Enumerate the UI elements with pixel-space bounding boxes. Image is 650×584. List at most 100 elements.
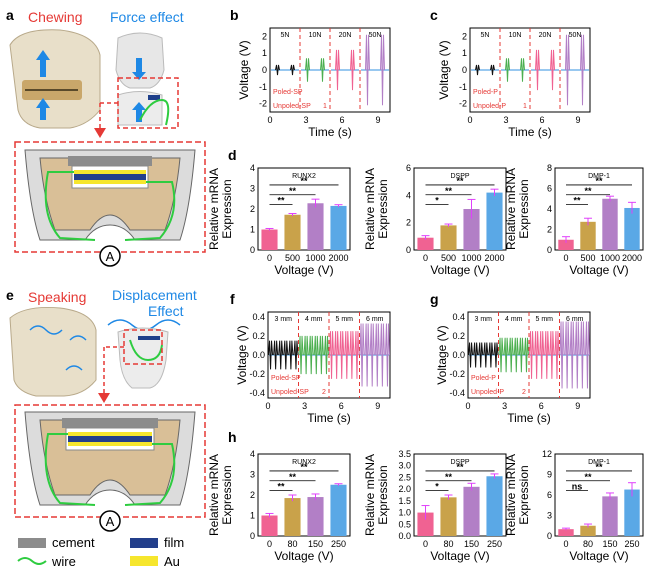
x-tick-label: 250	[487, 539, 502, 549]
y-tick-label: -0.2	[249, 369, 265, 379]
panel-label-e: e	[6, 287, 14, 303]
segment-label: 20N	[339, 32, 352, 39]
panel-label-d: d	[228, 147, 237, 163]
panel-label-f: f	[230, 291, 235, 307]
x-tick-label: 3	[303, 115, 308, 125]
y-axis-title: Voltage (V)	[435, 325, 449, 384]
legend-film: film	[164, 535, 184, 550]
displacement-label: Displacement	[112, 287, 197, 303]
sig-label: **	[277, 196, 285, 206]
panel-label-c: c	[430, 7, 438, 23]
segment-label: 10N	[309, 32, 322, 39]
bar-h2-3	[486, 476, 503, 536]
sig-label: **	[595, 462, 603, 472]
x-tick-label: 0	[267, 253, 272, 263]
bar-h2-1	[440, 497, 457, 536]
y-tick-label: 6	[547, 490, 552, 500]
y-tick-label: 1	[462, 48, 467, 58]
legend-poled: Poled-SP	[271, 375, 301, 382]
ammeter-label-e: A	[106, 514, 115, 529]
force-effect-label: Force effect	[110, 9, 184, 25]
y-tick-label: 4	[547, 204, 552, 214]
sig-label: **	[289, 472, 297, 482]
y-tick-label: 2	[462, 31, 467, 41]
segment-label: 6 mm	[366, 316, 384, 323]
x-tick-label: 0	[563, 253, 568, 263]
ammeter-icon-a	[99, 245, 121, 267]
x-tick-label: 0	[267, 539, 272, 549]
y-axis-title: Relative mRNA	[363, 454, 377, 536]
segment-label: 5N	[481, 32, 490, 39]
y-tick-label: 0	[406, 245, 411, 255]
x-tick-label: 80	[287, 539, 297, 549]
bar-d2-3	[486, 192, 503, 250]
y-tick-label: 0.0	[252, 350, 265, 360]
segment-label: 3 mm	[475, 316, 493, 323]
cement-swatch	[18, 538, 46, 548]
x-tick-label: 3	[502, 401, 507, 411]
y-tick-label: -1	[459, 82, 467, 92]
sig-label: **	[456, 176, 464, 186]
y-axis-title: Voltage (V)	[437, 40, 451, 99]
poled-trace-3	[565, 34, 585, 106]
bar-d2-0	[417, 237, 434, 250]
sig-label: **	[584, 472, 592, 482]
panel-label-h: h	[228, 429, 237, 445]
x-tick-label: 250	[624, 539, 639, 549]
bar-d1-1	[284, 214, 301, 250]
segment-label: 5 mm	[336, 316, 354, 323]
segment-label: 4 mm	[305, 316, 323, 323]
x-axis-title: Voltage (V)	[569, 549, 628, 563]
chart-g: 3 mm 4 mm 5 mm 6 mm 0.4 0.2 0.0 -0.2 -0.40 3 6 9 Tim…	[435, 311, 591, 425]
x-tick-label: 9	[575, 401, 580, 411]
bar-h2-0	[417, 512, 434, 536]
y-tick-label: 0.5	[398, 519, 411, 529]
x-tick-label: 500	[441, 253, 456, 263]
bar-d1-2	[307, 203, 324, 250]
bar-d2-2	[463, 209, 480, 250]
scale-marker: 1	[523, 103, 527, 110]
x-tick-label: 9	[375, 401, 380, 411]
x-tick-label: 0	[267, 115, 272, 125]
y-tick-label: 0.2	[252, 331, 265, 341]
poled-trace-0	[268, 340, 299, 370]
bar-h2-2	[463, 486, 480, 536]
y-tick-label: 1	[250, 225, 255, 235]
film-swatch	[130, 538, 158, 548]
bar-d3-1	[580, 221, 596, 250]
sig-label: **	[456, 462, 464, 472]
poled-trace-1	[305, 58, 325, 82]
bar-d2-1	[440, 225, 457, 250]
legend-poled: Poled-P	[473, 89, 498, 96]
x-tick-label: 0	[465, 401, 470, 411]
x-tick-label: 0	[467, 115, 472, 125]
x-tick-label: 6	[539, 401, 544, 411]
x-tick-label: 1000	[461, 253, 481, 263]
scale-marker: 1	[323, 103, 327, 110]
y-axis-title: Voltage (V)	[235, 325, 249, 384]
y-tick-label: 12	[542, 449, 552, 459]
x-tick-label: 0	[423, 253, 428, 263]
bar-h1-0	[261, 515, 278, 536]
ammeter-label-a: A	[106, 249, 115, 264]
y-tick-label: -0.4	[249, 388, 265, 398]
y-tick-label: 0.4	[452, 312, 465, 322]
skull-illustration-e	[9, 307, 97, 397]
y-tick-label: 3.5	[398, 449, 411, 459]
poled-trace-3	[359, 323, 390, 387]
x-tick-label: 2000	[484, 253, 504, 263]
y-tick-label: -2	[259, 99, 267, 109]
y-tick-label: 2.0	[398, 484, 411, 494]
x-tick-label: 9	[375, 115, 380, 125]
y-tick-label: 2	[250, 204, 255, 214]
legend-wire: wire	[51, 554, 76, 569]
y-tick-label: 3.0	[398, 461, 411, 471]
x-tick-label: 1000	[600, 253, 620, 263]
x-tick-label: 0	[423, 539, 428, 549]
segment-label: 10N	[509, 32, 522, 39]
x-tick-label: 80	[583, 539, 593, 549]
chewing-label: Chewing	[28, 9, 82, 25]
panel-label-b: b	[230, 7, 239, 23]
chart-f: 3 mm 4 mm 5 mm 6 mm 0.4 0.2 0.0 -0.2 -0.40 3 6 9 Tim…	[235, 311, 391, 425]
poled-trace-1	[298, 335, 329, 375]
